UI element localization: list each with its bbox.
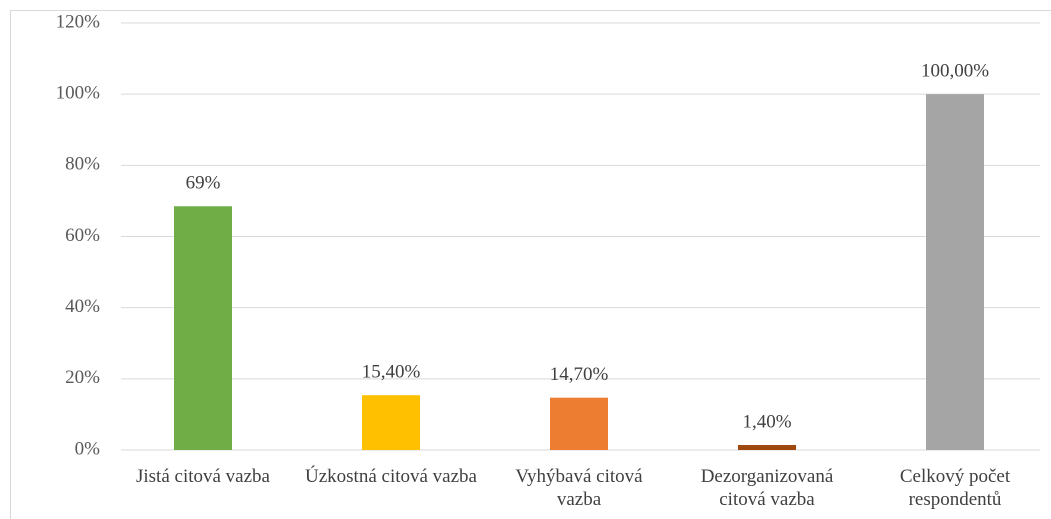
x-tick-label: Dezorganizovaná citová vazba (700, 466, 834, 510)
data-label: 15,40% (362, 362, 421, 383)
bar (174, 206, 232, 450)
y-tick-label: 60% (65, 225, 100, 246)
data-label: 1,40% (742, 411, 791, 432)
bar (738, 445, 796, 450)
chart-border (10, 10, 1051, 519)
y-tick-label: 40% (65, 296, 100, 317)
y-tick-label: 80% (65, 154, 100, 175)
bar (550, 397, 608, 450)
y-tick-label: 0% (75, 438, 101, 459)
x-tick-label: Jistá citová vazba (135, 466, 270, 487)
y-tick-label: 100% (56, 83, 101, 104)
bar (362, 395, 420, 450)
x-tick-label: Úzkostná citová vazba (305, 466, 477, 487)
y-tick-label: 20% (65, 367, 100, 388)
x-tick-label: Celkový počet respondentů (899, 466, 1011, 510)
data-label: 69% (186, 173, 221, 194)
y-tick-label: 120% (56, 11, 101, 32)
data-label: 100,00% (921, 61, 989, 82)
data-label: 14,70% (550, 364, 609, 385)
bar (926, 94, 984, 451)
x-tick-label: Vyhýbavá citová vazba (515, 466, 643, 510)
